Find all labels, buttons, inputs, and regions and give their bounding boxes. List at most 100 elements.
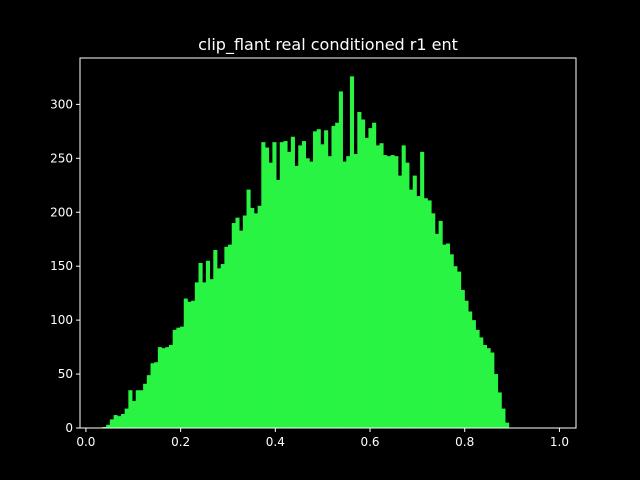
histogram-bar (216, 268, 222, 428)
histogram-bar (301, 141, 307, 428)
histogram-bar (464, 300, 469, 428)
histogram-bar (353, 154, 358, 428)
histogram-bar (194, 282, 199, 428)
histogram-bar (445, 243, 451, 428)
histogram-bar (479, 337, 484, 428)
histogram-bar (386, 156, 391, 428)
y-tick-label: 150 (50, 259, 73, 273)
histogram-bar (394, 156, 399, 428)
histogram-bar (117, 416, 122, 428)
x-tick-label: 0.2 (171, 435, 190, 449)
histogram-bar (183, 298, 188, 428)
histogram-bar (257, 205, 262, 428)
histogram-bar (324, 130, 329, 428)
histogram-bar (331, 125, 336, 429)
histogram-bar (150, 363, 155, 428)
histogram-bar (486, 348, 491, 428)
y-tick-label: 200 (50, 205, 73, 219)
histogram-bar (265, 147, 270, 428)
histogram-bar (390, 155, 395, 428)
histogram-bar (143, 383, 148, 428)
histogram-bar (106, 424, 111, 428)
histogram-bar (191, 300, 196, 428)
histogram-bar (405, 162, 410, 428)
histogram-bar (438, 220, 443, 428)
y-axis: 0 50 100 150 200 250 300 (50, 97, 80, 435)
histogram-bar (198, 262, 203, 428)
histogram-bar (213, 250, 218, 428)
histogram-bar (246, 189, 251, 428)
histogram-bar (346, 156, 351, 428)
histogram-bar (449, 254, 454, 428)
x-axis: 0.0 0.2 0.4 0.6 0.8 1.0 (76, 428, 569, 449)
histogram-bar (313, 131, 318, 428)
histogram-bar (231, 223, 236, 428)
histogram-bar (409, 189, 414, 428)
histogram-bar (220, 264, 225, 428)
histogram-bar (490, 352, 495, 428)
histogram-bar (298, 145, 303, 428)
histogram-bar (165, 347, 170, 428)
histogram-bar (294, 165, 299, 428)
histogram-bars (102, 76, 510, 429)
histogram-bar (128, 390, 133, 428)
histogram-bar (113, 415, 118, 428)
histogram-bar (139, 390, 144, 428)
histogram-bar (338, 91, 343, 428)
histogram-bar (261, 142, 266, 428)
histogram-bar (364, 137, 369, 428)
histogram-bar (187, 301, 192, 428)
histogram-bar (205, 260, 210, 428)
histogram-bar (505, 422, 510, 428)
histogram-bar (431, 213, 436, 428)
x-tick-label: 1.0 (550, 435, 569, 449)
histogram-bar (161, 348, 166, 428)
x-tick-label: 0.6 (360, 435, 379, 449)
histogram-bar (120, 413, 126, 428)
y-tick-label: 300 (50, 97, 73, 111)
histogram-bar (168, 344, 174, 428)
y-tick-label: 0 (65, 421, 73, 435)
histogram-bar (475, 329, 480, 428)
histogram-bar (457, 271, 462, 428)
histogram-bar (361, 119, 366, 429)
histogram-bar (135, 390, 140, 428)
histogram-bar (372, 122, 377, 428)
histogram-bar (309, 161, 314, 428)
histogram-bar (357, 111, 362, 428)
histogram-bar (176, 327, 181, 428)
histogram-bar (375, 145, 380, 428)
histogram-bar (268, 162, 273, 428)
histogram-bar (305, 158, 310, 428)
histogram-bar (501, 408, 506, 428)
histogram-bar (287, 151, 292, 428)
histogram-bar (224, 246, 229, 428)
histogram-bar (290, 136, 295, 428)
histogram-bar (202, 282, 207, 428)
histogram-bar (272, 142, 277, 428)
histogram-bar (146, 375, 151, 428)
histogram-bar (132, 401, 137, 428)
histogram-bar (154, 362, 159, 428)
histogram-bar (235, 217, 240, 428)
histogram-bar (109, 419, 114, 428)
histogram-bar (327, 156, 332, 428)
histogram-bar (434, 233, 439, 428)
x-tick-label: 0.8 (455, 435, 474, 449)
histogram-bar (420, 151, 425, 428)
histogram-bar (180, 326, 185, 428)
histogram-bar (379, 143, 384, 428)
histogram-bar (453, 266, 458, 428)
histogram-bar (412, 175, 417, 428)
histogram-bar (279, 142, 284, 428)
histogram-bar (124, 408, 129, 428)
histogram-bar (416, 196, 421, 428)
x-tick-label: 0.0 (76, 435, 95, 449)
chart-title: clip_flant real conditioned r1 ent (198, 35, 458, 55)
histogram-bar (239, 230, 244, 428)
histogram-bar (250, 207, 255, 428)
histogram-bar (253, 213, 259, 428)
histogram-bar (423, 198, 428, 428)
histogram-bar (368, 128, 373, 428)
